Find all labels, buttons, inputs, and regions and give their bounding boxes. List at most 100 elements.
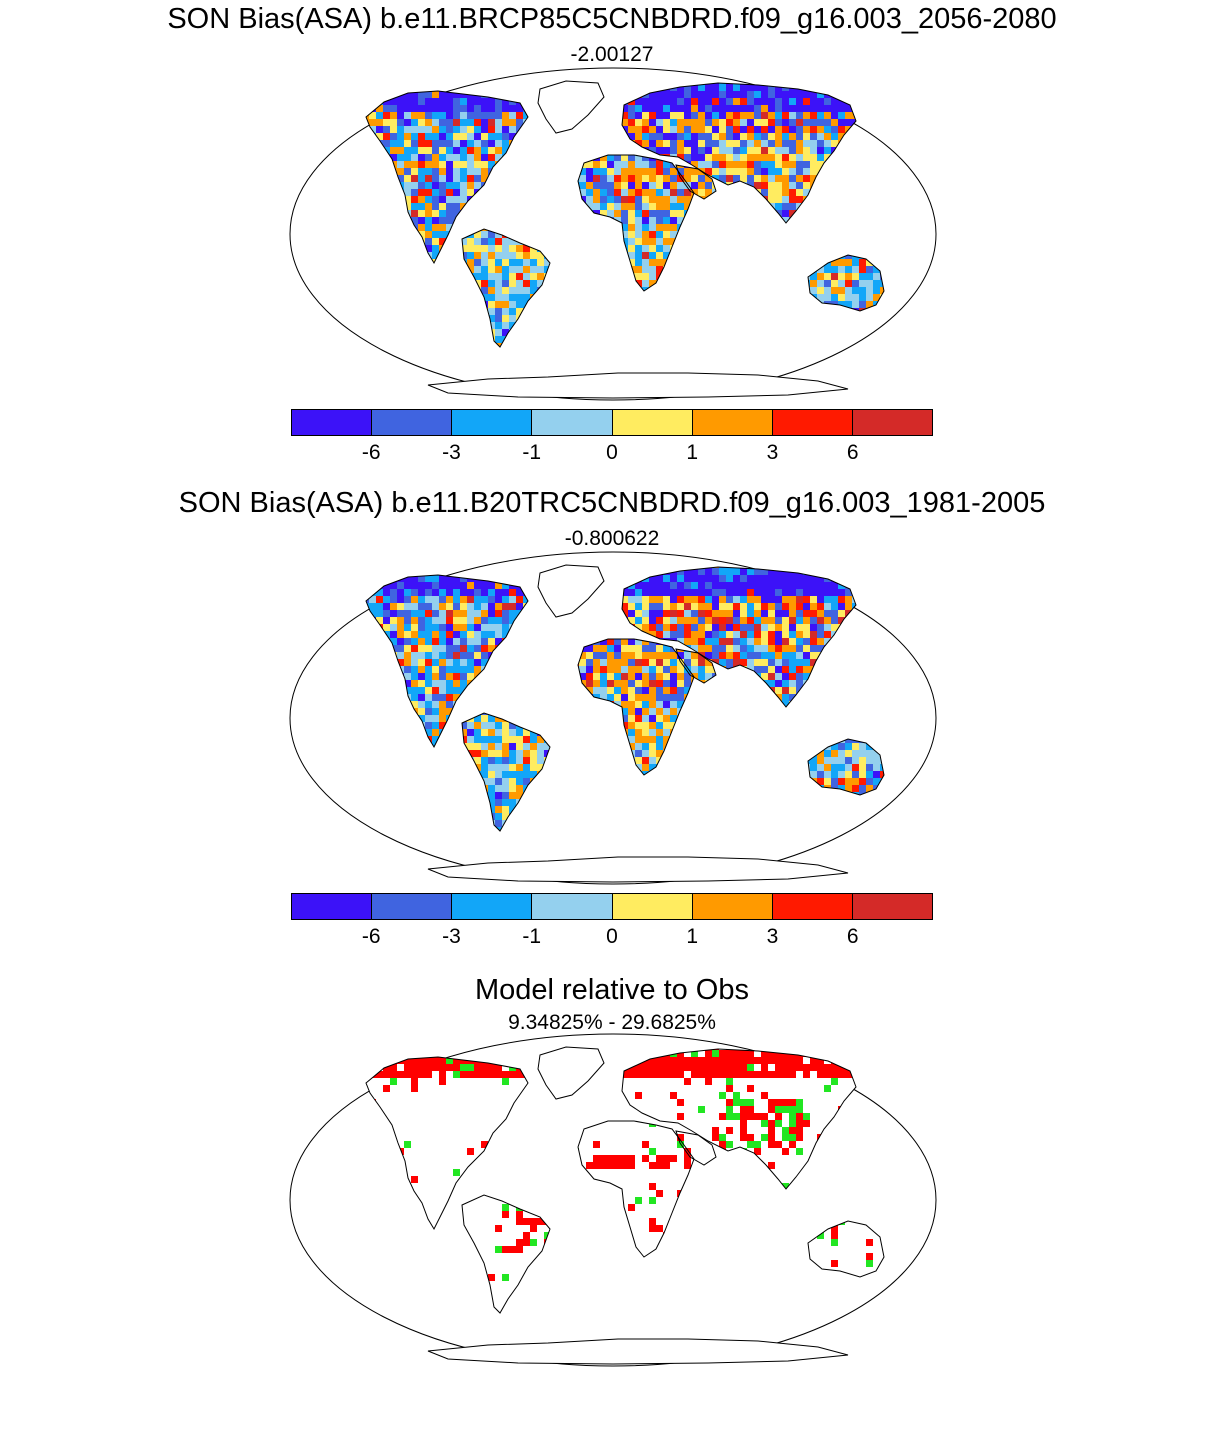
grid-cell — [866, 119, 873, 126]
grid-cell — [894, 568, 901, 575]
grid-cell — [411, 140, 418, 147]
grid-cell — [488, 287, 495, 294]
grid-cell — [761, 168, 768, 175]
grid-cell — [803, 638, 810, 645]
grid-cell — [705, 603, 712, 610]
grid-cell — [677, 182, 684, 189]
grid-cell — [789, 568, 796, 575]
grid-cell — [390, 154, 397, 161]
grid-cell — [740, 589, 747, 596]
grid-cell — [677, 694, 684, 701]
grid-cell — [852, 84, 859, 91]
grid-cell — [691, 582, 698, 589]
grid-cell — [663, 575, 670, 582]
grid-cell — [789, 603, 796, 610]
grid-cell — [887, 126, 894, 133]
grid-cell — [495, 140, 502, 147]
grid-cell — [369, 81, 376, 84]
grid-cell — [775, 119, 782, 126]
grid-cell — [754, 84, 761, 91]
grid-cell — [621, 638, 628, 645]
grid-cell — [670, 610, 677, 617]
grid-cell — [481, 624, 488, 631]
grid-cell — [775, 589, 782, 596]
grid-cell — [775, 189, 782, 196]
grid-cell — [887, 77, 894, 84]
grid-cell — [705, 589, 712, 596]
grid-cell — [411, 624, 418, 631]
grid-cell — [726, 91, 733, 98]
grid-cell — [432, 694, 439, 701]
grid-cell — [726, 147, 733, 154]
grid-cell — [656, 231, 663, 238]
grid-cell — [474, 252, 481, 259]
grid-cell — [411, 210, 418, 217]
grid-cell — [649, 217, 656, 224]
grid-cell — [817, 589, 824, 596]
grid-cell — [691, 119, 698, 126]
grid-cell — [873, 582, 880, 589]
grid-cell — [509, 112, 516, 119]
grid-cell — [593, 168, 600, 175]
grid-cell — [369, 357, 376, 364]
grid-cell — [803, 589, 810, 596]
grid-cell — [621, 673, 628, 680]
grid-cell — [411, 596, 418, 603]
panel2-title: SON Bias(ASA) b.e11.B20TRC5CNBDRD.f09_g1… — [178, 487, 1046, 519]
grid-cell — [810, 568, 817, 575]
grid-cell — [670, 224, 677, 231]
grid-cell — [894, 603, 901, 610]
grid-cell — [866, 343, 873, 347]
grid-cell — [586, 203, 593, 210]
grid-cell — [803, 119, 810, 126]
grid-cell — [404, 161, 411, 168]
grid-cell — [635, 694, 642, 701]
grid-cell — [355, 343, 362, 350]
grid-cell — [747, 638, 754, 645]
grid-cell — [684, 680, 691, 687]
grid-cell — [593, 175, 600, 182]
grid-cell — [425, 701, 432, 708]
grid-cell — [894, 575, 901, 582]
grid-cell — [621, 231, 628, 238]
grid-cell — [635, 610, 642, 617]
grid-cell — [691, 631, 698, 638]
grid-cell — [747, 617, 754, 624]
grid-cell — [376, 126, 383, 133]
grid-cell — [719, 126, 726, 133]
grid-cell — [474, 617, 481, 624]
grid-cell — [677, 575, 684, 582]
grid-cell — [439, 168, 446, 175]
grid-cell — [831, 266, 838, 273]
grid-cell — [390, 631, 397, 638]
grid-cell — [873, 610, 880, 617]
grid-cell — [691, 568, 698, 575]
grid-cell — [817, 596, 824, 603]
grid-cell — [488, 245, 495, 252]
grid-cell — [789, 182, 796, 189]
grid-cell — [656, 217, 663, 224]
grid-cell — [642, 105, 649, 112]
grid-cell — [467, 168, 474, 175]
grid-cell — [411, 133, 418, 140]
grid-cell — [684, 175, 691, 182]
grid-cell — [439, 105, 446, 112]
grid-cell — [369, 596, 376, 603]
grid-cell — [439, 652, 446, 659]
grid-cell — [439, 687, 446, 694]
grid-cell — [397, 589, 404, 596]
grid-cell — [824, 565, 831, 568]
grid-cell — [789, 645, 796, 652]
grid-cell — [439, 231, 446, 238]
grid-cell — [460, 652, 467, 659]
grid-cell — [390, 565, 397, 568]
grid-cell — [509, 287, 516, 294]
grid-cell — [453, 659, 460, 666]
grid-cell — [474, 715, 481, 722]
grid-cell — [439, 638, 446, 645]
grid-cell — [677, 91, 684, 98]
grid-cell — [418, 652, 425, 659]
grid-cell — [467, 105, 474, 112]
grid-cell — [684, 119, 691, 126]
grid-cell — [866, 589, 873, 596]
